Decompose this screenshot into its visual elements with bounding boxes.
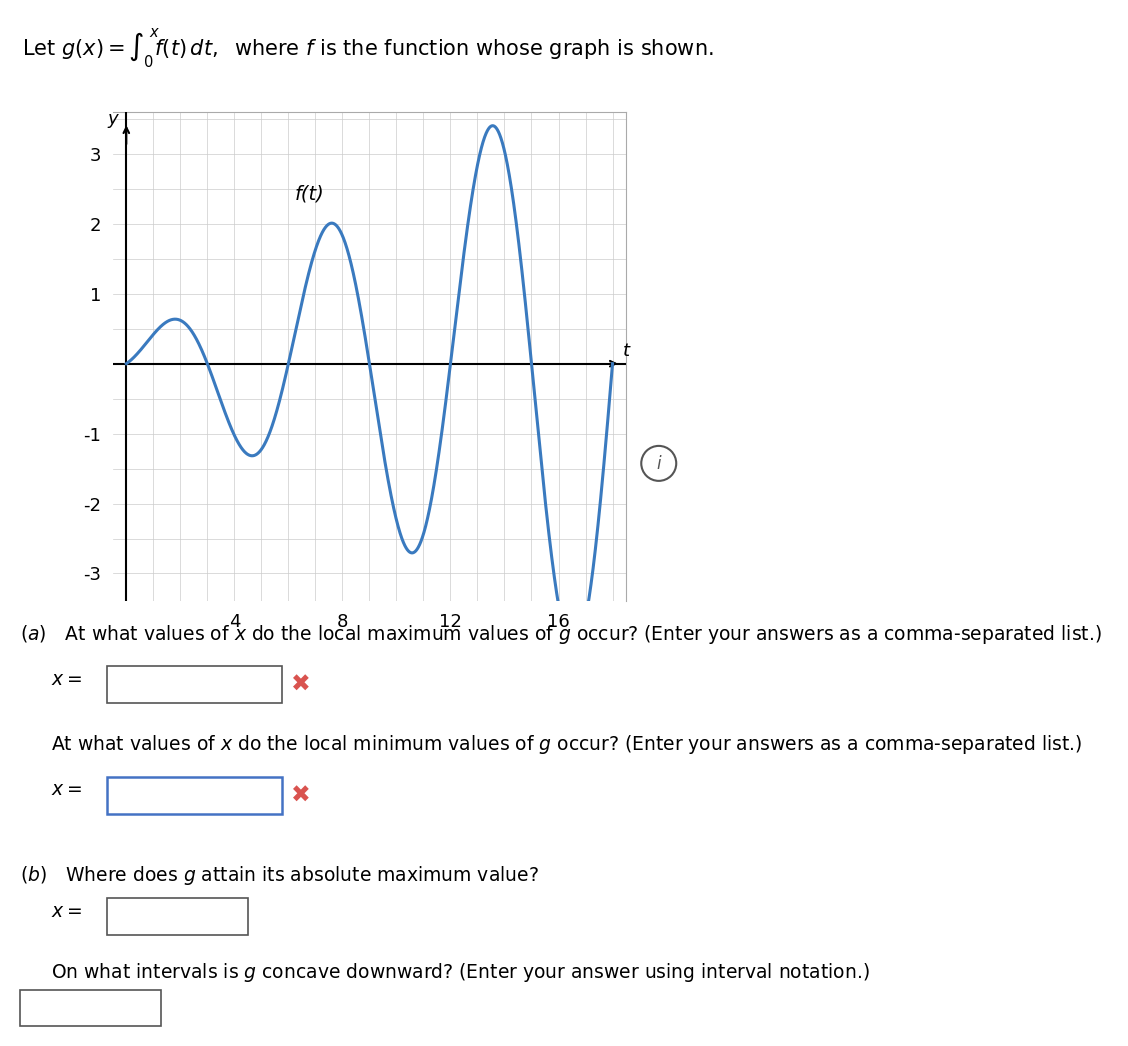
Text: ✖: ✖: [291, 783, 311, 808]
Text: $(a)$ At what values of $x$ do the local maximum values of $g$ occur? (Enter you: $(a)$ At what values of $x$ do the local…: [20, 622, 1102, 645]
Text: Let $g(x) = \int_0^{\,x}\! f(t)\,dt,\;$ where $f$ is the function whose graph is: Let $g(x) = \int_0^{\,x}\! f(t)\,dt,\;$ …: [23, 27, 714, 70]
Text: $x =$: $x =$: [51, 669, 81, 688]
Text: $x =$: $x =$: [51, 902, 81, 920]
Bar: [107, 777, 282, 814]
Bar: [107, 666, 282, 703]
Text: $(b)$ Where does $g$ attain its absolute maximum value?: $(b)$ Where does $g$ attain its absolute…: [20, 864, 539, 887]
Bar: [20, 990, 161, 1026]
Bar: [107, 899, 248, 935]
Text: t: t: [623, 342, 629, 360]
Text: On what intervals is $g$ concave downward? (Enter your answer using interval not: On what intervals is $g$ concave downwar…: [51, 961, 870, 984]
Text: y: y: [107, 110, 118, 128]
Text: i: i: [656, 455, 661, 473]
Text: $x =$: $x =$: [51, 780, 81, 799]
Text: At what values of $x$ do the local minimum values of $g$ occur? (Enter your answ: At what values of $x$ do the local minim…: [51, 733, 1082, 756]
Text: f(t): f(t): [296, 184, 325, 203]
Text: ✖: ✖: [291, 673, 311, 697]
